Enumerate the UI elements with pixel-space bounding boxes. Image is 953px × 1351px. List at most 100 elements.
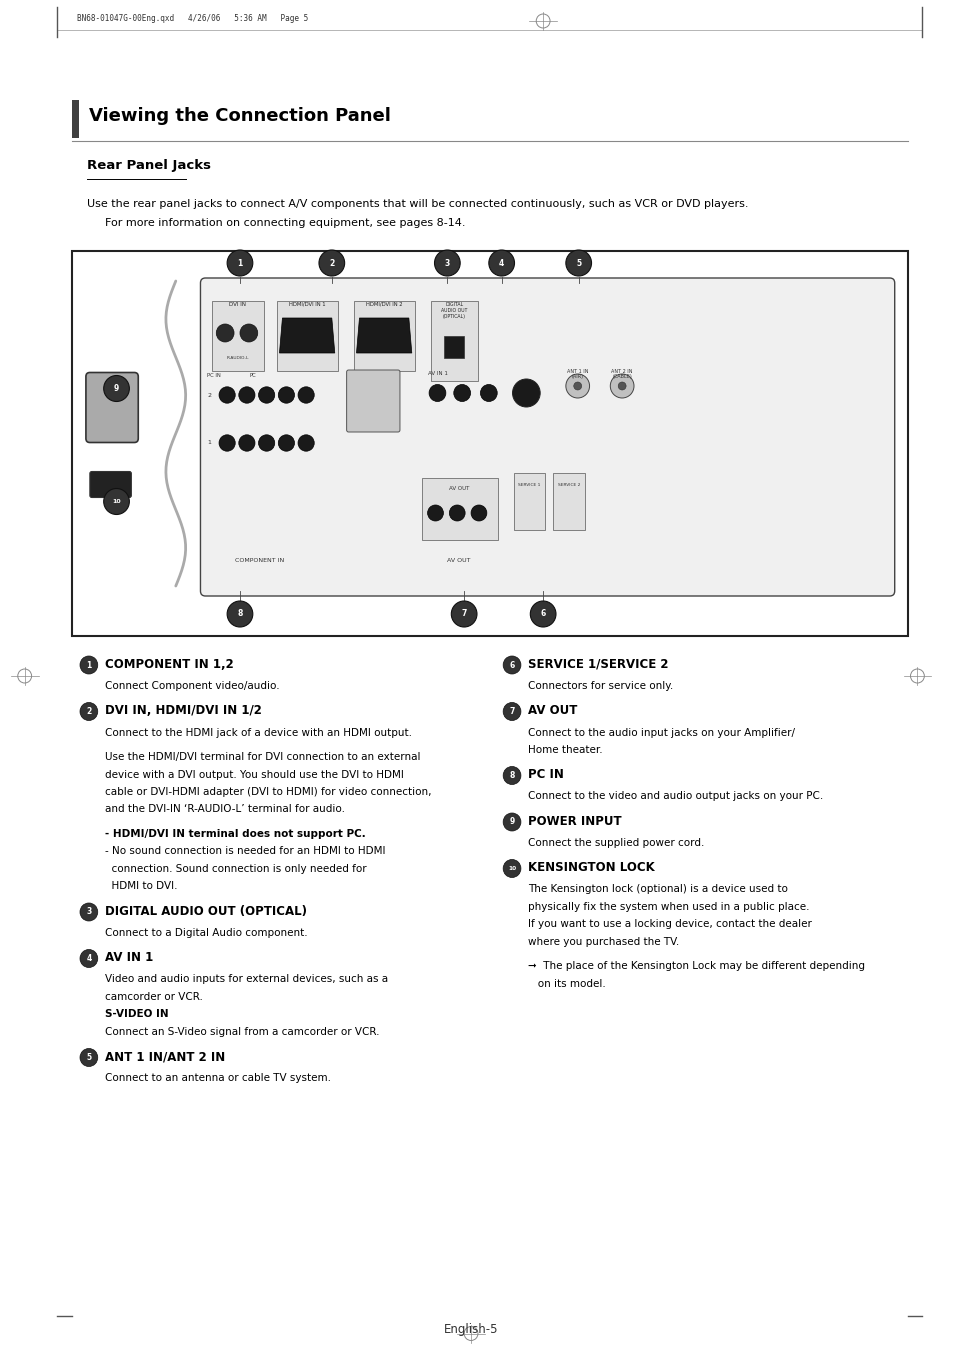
Text: 1: 1 [207, 440, 211, 446]
Text: DIGITAL
AUDIO OUT
(OPTICAL): DIGITAL AUDIO OUT (OPTICAL) [440, 303, 467, 319]
Circle shape [502, 813, 520, 831]
Text: 7: 7 [461, 609, 466, 619]
Text: Connect the supplied power cord.: Connect the supplied power cord. [527, 838, 703, 848]
Text: PC IN: PC IN [207, 373, 221, 378]
Circle shape [227, 250, 253, 276]
Text: PC IN: PC IN [527, 769, 563, 781]
Text: Connect an S-Video signal from a camcorder or VCR.: Connect an S-Video signal from a camcord… [105, 1027, 378, 1038]
Text: physically fix the system when used in a public place.: physically fix the system when used in a… [527, 902, 808, 912]
Text: 3: 3 [86, 908, 91, 916]
FancyBboxPatch shape [213, 301, 263, 372]
Text: 2: 2 [207, 393, 212, 397]
Circle shape [502, 859, 520, 878]
Text: - No sound connection is needed for an HDMI to HDMI: - No sound connection is needed for an H… [105, 847, 385, 857]
Circle shape [502, 657, 520, 674]
FancyBboxPatch shape [354, 301, 415, 372]
Circle shape [434, 250, 459, 276]
Text: 10: 10 [112, 499, 121, 504]
Text: Connectors for service only.: Connectors for service only. [527, 681, 673, 690]
Text: PC: PC [250, 373, 256, 378]
Circle shape [80, 902, 97, 921]
FancyBboxPatch shape [346, 370, 399, 432]
Circle shape [238, 435, 254, 451]
Text: 2: 2 [329, 258, 335, 267]
Circle shape [512, 380, 539, 407]
Text: camcorder or VCR.: camcorder or VCR. [105, 992, 202, 1002]
Circle shape [451, 601, 476, 627]
Circle shape [454, 385, 470, 401]
Text: Home theater.: Home theater. [527, 744, 602, 755]
Text: HDMI/DVI IN 2: HDMI/DVI IN 2 [365, 303, 402, 307]
Text: 3: 3 [444, 258, 450, 267]
Text: 8: 8 [509, 771, 515, 780]
Text: DIGITAL AUDIO OUT (OPTICAL): DIGITAL AUDIO OUT (OPTICAL) [105, 905, 306, 917]
Text: where you purchased the TV.: where you purchased the TV. [527, 938, 679, 947]
Text: Connect to the video and audio output jacks on your PC.: Connect to the video and audio output ja… [527, 792, 822, 801]
Text: R-AUDIO-L: R-AUDIO-L [227, 357, 249, 359]
Text: 9: 9 [509, 817, 514, 827]
Text: SERVICE 1: SERVICE 1 [517, 484, 540, 486]
Text: 5: 5 [576, 258, 580, 267]
Circle shape [258, 435, 274, 451]
Text: If you want to use a locking device, contact the dealer: If you want to use a locking device, con… [527, 920, 811, 929]
Text: 1: 1 [86, 661, 91, 670]
Text: cable or DVI-HDMI adapter (DVI to HDMI) for video connection,: cable or DVI-HDMI adapter (DVI to HDMI) … [105, 788, 431, 797]
Circle shape [318, 250, 344, 276]
Circle shape [297, 386, 314, 403]
Circle shape [238, 386, 254, 403]
Circle shape [502, 766, 520, 785]
Text: 6: 6 [509, 661, 514, 670]
Text: Use the HDMI/DVI terminal for DVI connection to an external: Use the HDMI/DVI terminal for DVI connec… [105, 753, 419, 762]
Circle shape [219, 435, 235, 451]
Circle shape [80, 1048, 97, 1066]
FancyBboxPatch shape [200, 278, 894, 596]
Polygon shape [356, 317, 412, 353]
Text: SERVICE 1/SERVICE 2: SERVICE 1/SERVICE 2 [527, 658, 668, 671]
Text: Rear Panel Jacks: Rear Panel Jacks [87, 159, 211, 173]
Circle shape [618, 382, 625, 390]
Text: POWER INPUT: POWER INPUT [527, 815, 620, 828]
Circle shape [488, 250, 514, 276]
Text: For more information on connecting equipment, see pages 8-14.: For more information on connecting equip… [105, 218, 465, 228]
Circle shape [104, 489, 130, 515]
Text: HDMI/DVI IN 1: HDMI/DVI IN 1 [289, 303, 325, 307]
Text: 1: 1 [237, 258, 242, 267]
FancyBboxPatch shape [430, 301, 477, 381]
Text: and the DVI-IN ‘R-AUDIO-L’ terminal for audio.: and the DVI-IN ‘R-AUDIO-L’ terminal for … [105, 804, 344, 815]
Circle shape [80, 657, 97, 674]
Circle shape [565, 250, 591, 276]
Circle shape [258, 386, 274, 403]
Bar [444, 336, 464, 358]
Circle shape [449, 505, 465, 521]
Text: 9: 9 [113, 384, 119, 393]
FancyBboxPatch shape [90, 471, 132, 497]
Text: 6: 6 [540, 609, 545, 619]
Circle shape [278, 386, 294, 403]
Text: connection. Sound connection is only needed for: connection. Sound connection is only nee… [105, 865, 366, 874]
Text: SERVICE 2: SERVICE 2 [558, 484, 579, 486]
Circle shape [227, 601, 253, 627]
FancyBboxPatch shape [513, 473, 544, 530]
Text: 4: 4 [498, 258, 504, 267]
Text: - HDMI/DVI IN terminal does not support PC.: - HDMI/DVI IN terminal does not support … [105, 830, 365, 839]
Text: English-5: English-5 [443, 1323, 497, 1336]
Circle shape [573, 382, 581, 390]
Text: Connect to the HDMI jack of a device with an HDMI output.: Connect to the HDMI jack of a device wit… [105, 727, 412, 738]
Polygon shape [279, 317, 335, 353]
Text: ANT 1 IN
(AIR): ANT 1 IN (AIR) [566, 369, 588, 380]
Text: device with a DVI output. You should use the DVI to HDMI: device with a DVI output. You should use… [105, 770, 403, 780]
FancyBboxPatch shape [72, 251, 906, 636]
Text: COMPONENT IN 1,2: COMPONENT IN 1,2 [105, 658, 233, 671]
Circle shape [480, 385, 497, 401]
Circle shape [471, 505, 486, 521]
Text: ANT 2 IN
(CABLE): ANT 2 IN (CABLE) [611, 369, 632, 380]
Text: Video and audio inputs for external devices, such as a: Video and audio inputs for external devi… [105, 974, 388, 985]
Text: Connect Component video/audio.: Connect Component video/audio. [105, 681, 279, 690]
Circle shape [104, 376, 130, 401]
Circle shape [610, 374, 634, 399]
Circle shape [80, 950, 97, 967]
Circle shape [80, 703, 97, 720]
Text: S-VIDEO IN: S-VIDEO IN [105, 1009, 168, 1020]
Text: on its model.: on its model. [527, 979, 605, 989]
Text: Connect to the audio input jacks on your Amplifier/: Connect to the audio input jacks on your… [527, 727, 794, 738]
